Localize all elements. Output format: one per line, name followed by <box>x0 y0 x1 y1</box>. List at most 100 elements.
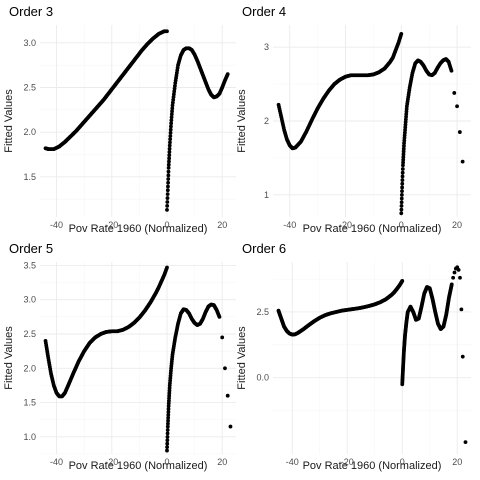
x-tick-label: -20 <box>105 220 118 230</box>
data-point <box>169 112 174 117</box>
data-point <box>223 366 227 371</box>
y-tick-label: 1 <box>264 190 269 200</box>
data-point <box>171 92 176 97</box>
y-tick-label: 3.5 <box>23 260 36 270</box>
data-point <box>228 424 233 429</box>
x-axis-label: Pov Rate 1960 (Normalized) <box>69 460 208 472</box>
x-tick-label: 20 <box>217 457 227 467</box>
x-axis-label: Pov Rate 1960 (Normalized) <box>69 223 208 235</box>
data-point <box>170 103 175 108</box>
y-tick-label: 2.0 <box>23 363 36 373</box>
data-points <box>276 265 468 445</box>
data-point <box>401 160 405 165</box>
data-point <box>463 440 468 445</box>
data-point <box>165 448 169 453</box>
y-tick-label: 3 <box>264 42 269 52</box>
data-point <box>170 109 174 114</box>
panel-title: Order 6 <box>242 241 286 256</box>
data-point <box>458 275 462 280</box>
data-point <box>401 149 406 154</box>
data-point <box>166 162 171 167</box>
data-point <box>172 89 177 94</box>
data-point <box>401 157 406 162</box>
data-point <box>401 152 406 157</box>
data-points <box>276 31 465 216</box>
data-point <box>457 130 462 134</box>
y-axis-label: Fitted Values <box>236 326 248 390</box>
data-point <box>401 146 406 151</box>
data-point <box>165 438 170 443</box>
data-point <box>166 421 170 426</box>
data-point <box>400 185 405 190</box>
y-tick-label: 2 <box>264 116 269 126</box>
data-point <box>168 130 173 135</box>
data-point <box>167 150 172 154</box>
panel-title: Order 4 <box>242 4 286 19</box>
y-tick-label: 2.5 <box>23 83 36 93</box>
data-point <box>165 434 170 439</box>
x-tick-label: 0 <box>164 457 169 467</box>
x-tick-label: -40 <box>286 457 299 467</box>
data-point <box>168 140 172 145</box>
data-point <box>173 83 177 88</box>
data-point <box>165 196 170 200</box>
data-point <box>456 267 461 272</box>
data-point <box>165 431 170 436</box>
data-point <box>166 165 171 170</box>
data-point <box>399 192 404 197</box>
x-tick-label: 0 <box>400 457 405 467</box>
data-point <box>166 180 170 185</box>
gridlines <box>273 262 471 454</box>
data-point <box>169 118 174 123</box>
data-point <box>401 163 405 168</box>
x-tick-label: 20 <box>452 220 462 230</box>
data-point <box>400 279 405 283</box>
data-point <box>220 335 225 340</box>
data-point <box>455 104 459 109</box>
data-point <box>167 159 171 164</box>
x-axis-label: Pov Rate 1960 (Normalized) <box>303 460 442 472</box>
x-tick-label: -40 <box>283 220 296 230</box>
data-point <box>172 86 177 91</box>
data-point <box>167 146 172 151</box>
data-point <box>166 415 171 420</box>
data-point <box>166 173 171 178</box>
data-point <box>165 428 170 432</box>
data-point <box>400 178 405 182</box>
data-point <box>166 412 171 417</box>
data-point <box>170 100 175 105</box>
data-point <box>165 192 170 197</box>
x-tick-label: 20 <box>217 220 227 230</box>
data-point <box>225 393 230 398</box>
y-tick-label: 1.5 <box>23 172 36 182</box>
data-point <box>170 106 175 111</box>
x-tick-label: 0 <box>164 220 169 230</box>
y-axis-label: Fitted Values <box>236 89 248 153</box>
data-point <box>169 124 173 129</box>
data-point <box>460 354 465 359</box>
data-point <box>400 189 404 194</box>
y-tick-label: 2.5 <box>23 329 36 339</box>
y-axis-label: Fitted Values <box>3 89 15 153</box>
data-point <box>166 169 171 174</box>
data-point <box>166 407 171 411</box>
data-point <box>165 445 170 450</box>
x-tick-label: -20 <box>341 457 354 467</box>
panel-order-3: Order 3 Pov Rate 1960 (Normalized) Fitte… <box>3 4 236 235</box>
data-point <box>217 314 222 319</box>
data-point <box>399 200 404 205</box>
x-tick-label: -40 <box>50 220 63 230</box>
data-point <box>399 31 404 36</box>
data-point <box>165 265 169 270</box>
panel-order-5: Order 5 Pov Rate 1960 (Normalized) Fitte… <box>3 241 236 472</box>
data-point <box>166 418 170 423</box>
y-tick-label: 3.0 <box>23 295 36 305</box>
y-tick-label: 0.0 <box>256 373 269 383</box>
data-point <box>167 153 172 158</box>
gridlines <box>40 262 236 455</box>
y-tick-label: 2.0 <box>23 127 36 137</box>
data-points <box>43 265 233 453</box>
data-point <box>171 95 176 99</box>
data-point <box>171 97 176 102</box>
